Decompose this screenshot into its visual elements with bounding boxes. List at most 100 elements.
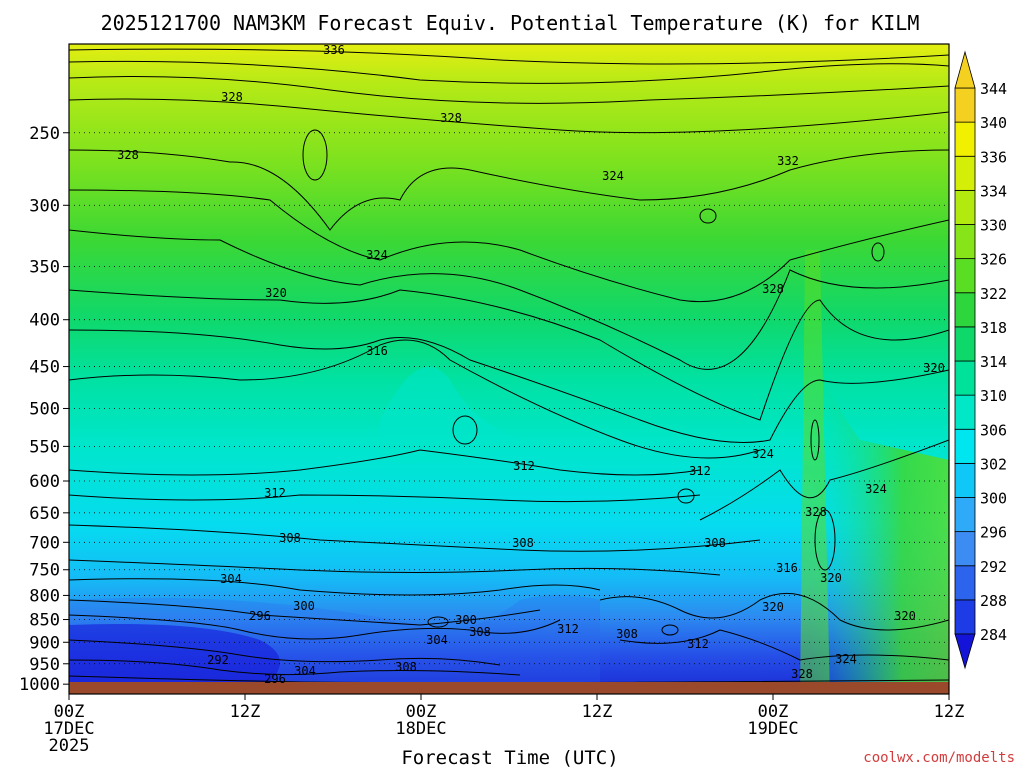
colorbar-box-340 [954,87,976,123]
colorbar-label: 318 [980,319,1007,337]
contour-label: 320 [762,600,784,614]
contour-label: 292 [207,653,229,667]
contour-label: 328 [762,282,784,296]
colorbar-label: 292 [980,558,1007,576]
contour-label: 328 [440,111,462,125]
contour-label: 324 [366,248,388,262]
y-axis: 2503003504004505005506006507007508008509… [19,124,69,695]
contour-label: 328 [791,667,813,681]
colorbar-box-310 [954,360,976,396]
contour-label: 312 [557,622,579,636]
chart-title: 2025121700 NAM3KM Forecast Equiv. Potent… [101,11,920,35]
contour-label: 312 [513,459,535,473]
colorbar-box-322 [954,258,976,294]
plot-area: 336 328 328 324 328 332 324 328 320 316 320 312 312 3… [69,43,949,694]
colorbar-box-306 [954,394,976,430]
contour-label: 324 [865,482,887,496]
x-tick-label: 12Z [582,702,613,722]
x-tick-label: 00Z [54,702,85,722]
colorbar-box-336 [954,121,976,157]
y-tick-label: 250 [29,124,60,144]
contour-label: 312 [687,637,709,651]
colorbar-box-326 [954,224,976,260]
contour-label: 304 [426,633,448,647]
contour-label: 324 [752,447,774,461]
colorbar-box-314 [954,326,976,362]
contour-label: 300 [455,613,477,627]
colorbar-box-292 [954,531,976,567]
coldest-layer [69,624,280,690]
contour-label: 328 [117,148,139,162]
x-tick-label: 18DEC [395,719,446,739]
contour-label: 308 [616,627,638,641]
contour-label: 304 [220,572,242,586]
colorbar-box-302 [954,428,976,464]
colorbar-extend-max [954,50,976,89]
contour-label: 312 [264,486,286,500]
colorbar-box-334 [954,155,976,191]
colorbar-label: 300 [980,490,1007,508]
contour-label: 324 [835,652,857,666]
x-tick-label: 12Z [230,702,261,722]
x-tick-label: 00Z [758,702,789,722]
colorbar-label: 314 [980,353,1007,371]
y-tick-label: 850 [29,611,60,631]
warm-moist-region [640,330,949,694]
contour-lines [69,48,949,684]
contour-label: 296 [264,672,286,686]
colorbar-label: 336 [980,148,1007,166]
colorbar-label: 310 [980,387,1007,405]
y-tick-label: 800 [29,586,60,606]
colorbar-label: 326 [980,251,1007,269]
y-tick-label: 350 [29,258,60,278]
colorbar: 284 288 292 296 300 302 306 310 314 318 322 326 330 3… [954,50,1007,670]
contour-label: 316 [776,561,798,575]
colorbar-label: 284 [980,626,1007,644]
y-tick-label: 1000 [19,675,60,695]
colorbar-box-288 [954,565,976,601]
colorbar-label: 306 [980,421,1007,439]
contour-label: 324 [602,169,624,183]
x-tick-label: 00Z [406,702,437,722]
contour-label: 332 [777,154,799,168]
contour-label: 336 [323,43,345,57]
ground-surface [69,682,949,694]
contour-label: 296 [249,609,271,623]
colorbar-box-318 [954,292,976,328]
colorbar-label: 340 [980,114,1007,132]
contour-label: 308 [512,536,534,550]
y-tick-label: 950 [29,655,60,675]
y-tick-label: 450 [29,358,60,378]
pressure-gridlines [69,132,949,685]
colorbar-box-300 [954,462,976,498]
colorbar-label: 302 [980,455,1007,473]
colorbar-label: 288 [980,592,1007,610]
contour-label: 328 [221,90,243,104]
watermark: coolwx.com/modelts [863,750,1015,766]
y-tick-label: 650 [29,504,60,524]
y-tick-label: 600 [29,472,60,492]
colorbar-label: 296 [980,524,1007,542]
contour-label: 320 [820,571,842,585]
colorbar-extend-min [954,633,976,670]
contour-label: 308 [469,625,491,639]
y-tick-label: 900 [29,633,60,653]
contour-label: 308 [279,531,301,545]
colorbar-box-284 [954,599,976,635]
y-tick-label: 400 [29,311,60,331]
colorbar-label: 330 [980,217,1007,235]
contour-label: 308 [704,536,726,550]
contour-label: 328 [805,505,827,519]
colorbar-label: 334 [980,182,1007,200]
contour-label: 308 [395,660,417,674]
contour-label: 320 [923,361,945,375]
convective-plume [800,250,830,694]
contour-label: 304 [294,664,316,678]
colorbar-box-330 [954,189,976,225]
y-tick-label: 550 [29,437,60,457]
contour-label: 320 [265,286,287,300]
plot-frame [68,43,950,695]
x-tick-label: 2025 [49,736,90,756]
